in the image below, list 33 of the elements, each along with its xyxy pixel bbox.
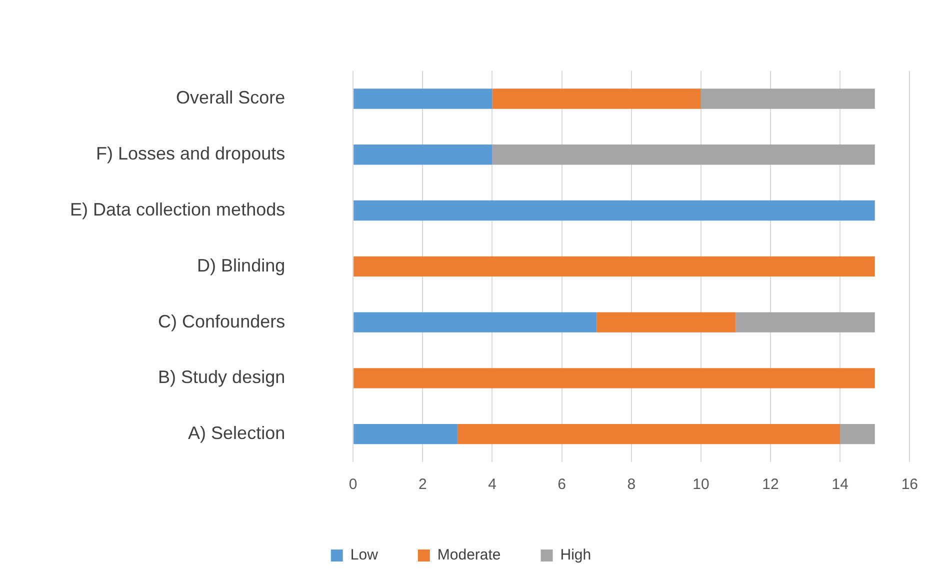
x-tick-label: 10	[692, 476, 710, 494]
bar	[840, 424, 875, 444]
bar	[354, 256, 875, 276]
bar	[596, 312, 736, 332]
bar	[492, 144, 875, 165]
bar	[354, 144, 492, 165]
bar	[354, 312, 597, 332]
legend-label: High	[560, 546, 592, 564]
legend-label: Moderate	[437, 546, 501, 564]
bar	[354, 200, 875, 221]
x-tick-label: 2	[418, 476, 427, 494]
y-tick-label: Overall Score	[176, 88, 286, 108]
y-tick-label: B) Study design	[158, 367, 286, 388]
bar	[457, 424, 840, 444]
y-tick-label: F) Losses and dropouts	[96, 144, 286, 164]
bar	[736, 312, 875, 332]
y-tick-label: A) Selection	[188, 423, 286, 444]
x-tick-label: 16	[901, 476, 918, 494]
bar	[492, 88, 701, 109]
bar	[354, 368, 875, 388]
y-tick-label: E) Data collection methods	[70, 199, 286, 220]
x-tick-label: 14	[832, 476, 848, 494]
bar	[700, 88, 875, 109]
y-tick-label: C) Confounders	[158, 311, 286, 332]
x-tick-label: 8	[627, 476, 636, 494]
bar	[354, 88, 492, 109]
y-tick-label: D) Blinding	[197, 255, 286, 276]
x-tick-label: 6	[558, 476, 566, 494]
legend-label: Low	[350, 546, 378, 564]
x-tick-label: 12	[762, 476, 779, 494]
bar	[354, 424, 458, 444]
x-tick-label: 0	[348, 476, 358, 494]
x-tick-label: 4	[488, 476, 496, 494]
